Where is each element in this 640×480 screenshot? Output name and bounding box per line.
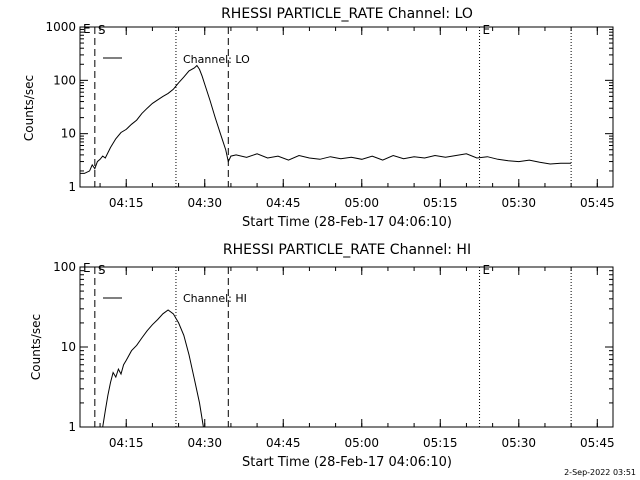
x-axis-label: Start Time (28-Feb-17 04:06:10) [242,455,452,470]
x-tick-label: 04:15 [109,196,144,210]
marker-label: S [98,23,106,37]
y-tick-label: 1000 [45,20,76,34]
y-tick-label: 100 [53,73,76,87]
plot-frame [79,266,614,428]
y-tick-label: 100 [53,260,76,274]
chart-panel-hi: RHESSI PARTICLE_RATE Channel: HI Counts/… [29,242,615,470]
x-tick-label: 04:45 [266,196,301,210]
footer-timestamp: 2-Sep-2022 03:51 [564,468,636,477]
marker-label: E [483,23,491,37]
y-tick-label: 10 [61,340,76,354]
marker-label: E [483,263,491,277]
x-axis-label: Start Time (28-Feb-17 04:06:10) [242,215,452,230]
y-tick-label: 1 [68,180,76,194]
chart-marks: 1 10 100 1000 04:15 04:30 04:45 05:00 05:15 05:30… [45,20,614,210]
x-tick-label: 04:15 [109,436,144,450]
x-tick-label: 05:00 [344,196,379,210]
x-tick-label: 04:30 [187,196,222,210]
y-tick-label: 10 [61,127,76,141]
x-tick-label: 05:45 [580,196,615,210]
corner-e-label: E [83,261,91,275]
legend-label: Channel: LO [183,53,250,66]
chart-marks: 1 10 100 04:15 04:30 04:45 05:00 05:15 05:30 05:4… [53,260,615,450]
x-tick-label: 04:30 [187,436,222,450]
corner-e-label: E [83,22,91,36]
x-tick-label: 05:30 [501,436,536,450]
series-line [102,309,204,428]
chart-title: RHESSI PARTICLE_RATE Channel: LO [221,6,473,22]
legend-label: Channel: HI [183,292,247,305]
x-tick-label: 05:00 [344,436,379,450]
y-axis-label: Counts/sec [29,314,43,380]
x-tick-label: 05:15 [423,436,458,450]
chart-panel-lo: RHESSI PARTICLE_RATE Channel: LO Counts/… [22,6,615,230]
marker-label: S [98,263,106,277]
y-axis-label: Counts/sec [22,75,36,141]
x-tick-label: 05:30 [501,196,536,210]
series-line [80,64,572,174]
x-tick-label: 05:15 [423,196,458,210]
x-tick-label: 05:45 [580,436,615,450]
plot-frame [79,26,614,188]
chart-title: RHESSI PARTICLE_RATE Channel: HI [223,242,471,258]
y-tick-label: 1 [68,420,76,434]
x-tick-label: 04:45 [266,436,301,450]
